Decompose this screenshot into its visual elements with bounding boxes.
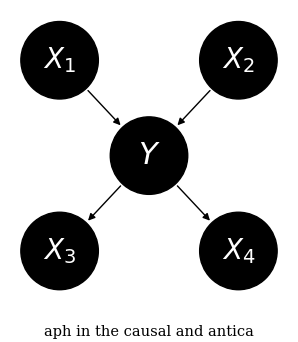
Circle shape [21,22,98,99]
Text: $X_2$: $X_2$ [222,45,255,75]
Text: $X_4$: $X_4$ [222,236,255,266]
Circle shape [21,212,98,290]
Text: $X_1$: $X_1$ [43,45,76,75]
Circle shape [200,22,277,99]
Circle shape [110,117,188,194]
Text: $Y$: $Y$ [138,140,160,171]
Text: $X_3$: $X_3$ [43,236,76,266]
Text: aph in the causal and antica: aph in the causal and antica [44,325,254,339]
Circle shape [200,212,277,290]
